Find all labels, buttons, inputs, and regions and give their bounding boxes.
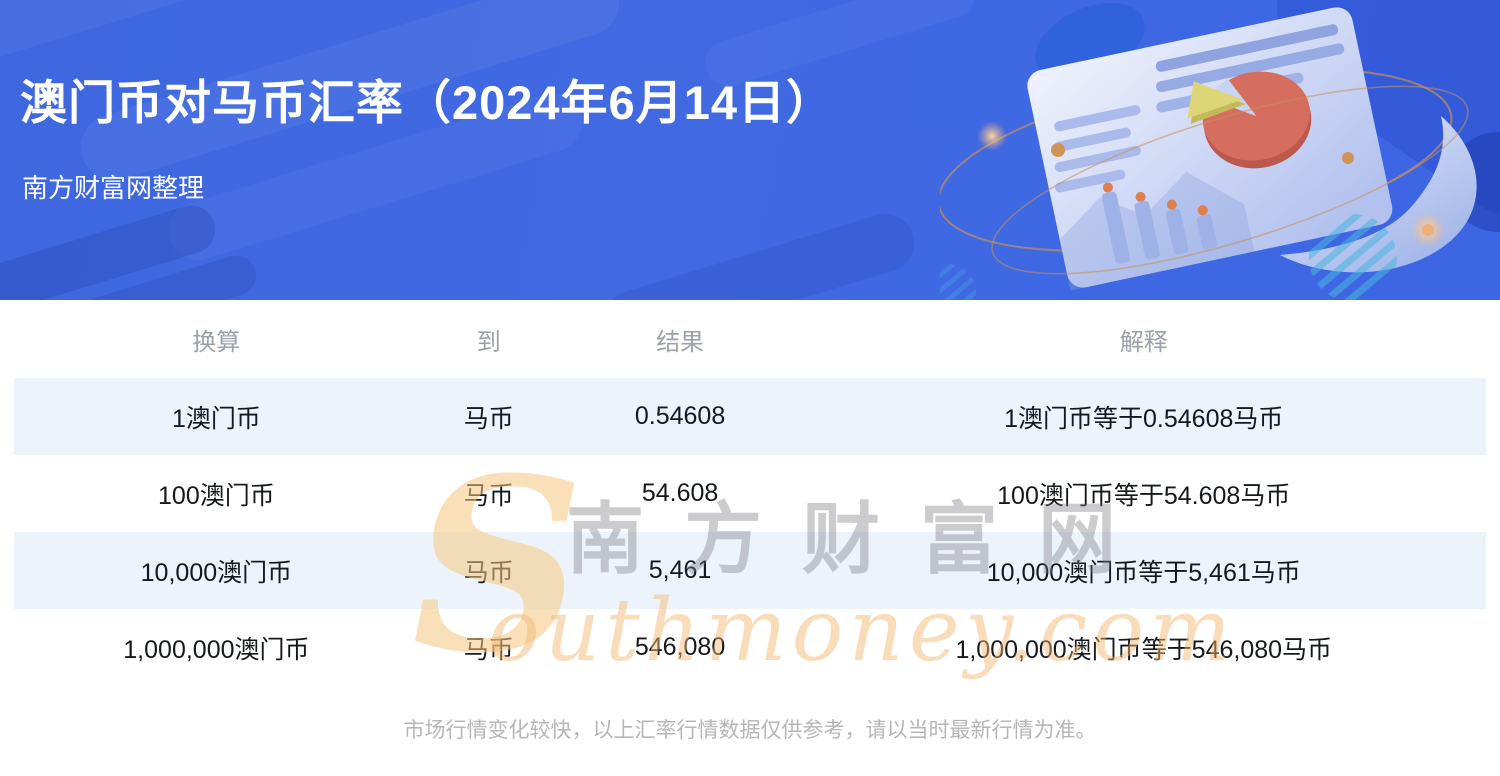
glow-dot (977, 121, 1007, 151)
cell-result: 0.54608 (558, 378, 802, 455)
cell-conversion: 100澳门币 (158, 481, 275, 510)
pie-slice-top (1187, 81, 1243, 119)
cell-result: 5,461 (558, 532, 802, 609)
table-header-row: 换算 到 结果 解释 (14, 300, 1486, 378)
orbit-bead (1051, 143, 1065, 157)
cell-explanation: 1,000,000澳门币等于546,080马币 (955, 635, 1333, 664)
text-line (1054, 127, 1131, 152)
striped-circle (1309, 214, 1397, 300)
col-header-conversion: 换算 (192, 328, 241, 356)
cell-explanation: 1澳门币等于0.54608马币 (801, 378, 1486, 455)
cell-result: 54.608 (641, 479, 719, 507)
table-row: 1,000,000澳门币 马币 546,080 1,000,000澳门币等于546,0… (14, 609, 1486, 686)
cell-conversion: 1澳门币 (14, 378, 419, 455)
striped-circle (940, 264, 976, 300)
cell-to: 马币 (418, 378, 559, 455)
report-document (1027, 7, 1393, 291)
text-line (1156, 43, 1345, 93)
col-header-to: 到 (476, 328, 501, 356)
table-row: 10,000澳门币 马币 5,461 10,000澳门币等于5,461马币 (14, 532, 1486, 609)
table-row: 100澳门币 马币 54.608 100澳门币等于54.608马币 (14, 455, 1486, 532)
bar-chart-dots (1102, 182, 1208, 216)
page-title: 澳门币对马币汇率（2024年6月14日） (20, 76, 834, 129)
cell-explanation: 10,000澳门币等于5,461马币 (801, 532, 1486, 609)
cell-to: 马币 (418, 532, 559, 609)
text-line (1054, 105, 1141, 132)
cell-conversion: 1,000,000澳门币 (123, 635, 310, 664)
col-header-explanation: 解释 (1119, 328, 1168, 356)
bar-chart (1101, 191, 1217, 264)
text-line (1054, 169, 1126, 193)
text-line (1155, 24, 1339, 72)
exchange-rate-table: 换算 到 结果 解释 1澳门币 马币 0.54608 1澳门币等于0.54608马币 1… (14, 300, 1486, 686)
banner-stripe (0, 0, 242, 71)
glow-dot-core (1422, 224, 1434, 236)
finance-report-illustration (940, 0, 1500, 300)
cell-to: 马币 (463, 481, 514, 510)
col-header-result: 结果 (656, 328, 705, 356)
text-line (1054, 145, 1141, 173)
cell-explanation: 100澳门币等于54.608马币 (997, 481, 1291, 510)
banner: 澳门币对马币汇率（2024年6月14日） 南方财富网整理 (0, 0, 1500, 300)
table-row: 1澳门币 马币 0.54608 1澳门币等于0.54608马币 (14, 378, 1486, 455)
banner-stripe (598, 206, 922, 300)
disclaimer-text: 市场行情变化较快，以上汇率行情数据仅供参考，请以当时最新行情为准。 (403, 719, 1097, 742)
orbit-ellipse (991, 85, 1469, 275)
cell-result: 546,080 (634, 633, 726, 661)
cell-conversion: 10,000澳门币 (14, 532, 419, 609)
banner-subtitle: 南方财富网整理 (22, 173, 205, 203)
cell-to: 马币 (463, 635, 514, 664)
table-body: 1澳门币 马币 0.54608 1澳门币等于0.54608马币 100澳门币 马币 54.6… (14, 378, 1486, 686)
orbit-bead (1342, 152, 1354, 164)
pie-chart (1187, 71, 1312, 169)
banner-dark-band (1277, 0, 1500, 221)
